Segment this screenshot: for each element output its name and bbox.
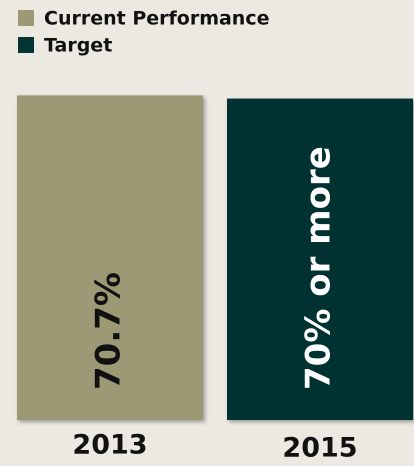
bar — [17, 95, 203, 420]
x-tick-label: 2015 — [282, 433, 357, 464]
legend-label: Current Performance — [44, 8, 270, 30]
legend-label: Target — [44, 35, 112, 57]
value-label: 70% or more — [299, 146, 339, 390]
legend-swatch — [18, 10, 34, 26]
legend-swatch — [18, 37, 34, 53]
bar — [227, 98, 413, 420]
x-tick-label: 2013 — [72, 430, 147, 461]
value-label: 70.7% — [89, 272, 129, 390]
